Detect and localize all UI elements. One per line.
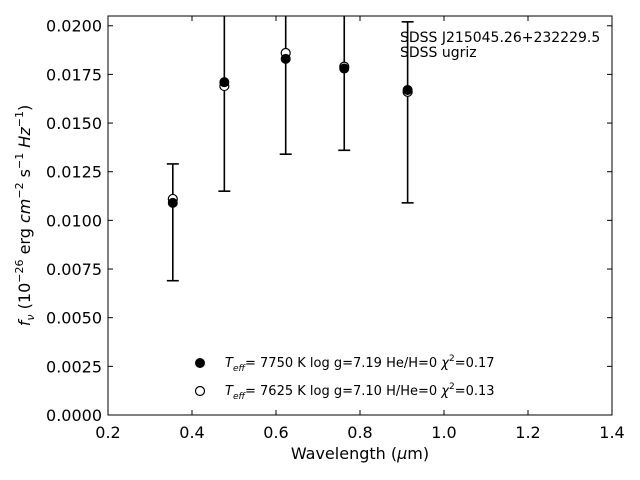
y-label-s: s bbox=[15, 169, 34, 182]
data-points bbox=[167, 47, 413, 208]
y-tick-label: 0.0200 bbox=[46, 17, 102, 36]
y-label-cm: cm bbox=[15, 199, 34, 223]
y-tick-label: 0.0000 bbox=[46, 406, 102, 425]
x-tick-label: 0.8 bbox=[347, 423, 372, 442]
model-filled-point bbox=[219, 77, 230, 88]
y-tick-label: 0.0100 bbox=[46, 211, 102, 230]
x-axis-label-prefix: Wavelength ( bbox=[291, 444, 397, 463]
y-label-exp1: −26 bbox=[13, 260, 26, 283]
legend-marker-filled bbox=[195, 358, 205, 368]
legend-entry-0: Teff= 7750 K log g=7.19 He/H=0 χ2=0.17 bbox=[225, 354, 495, 374]
legend-0-t: T bbox=[225, 356, 234, 371]
legend-0-chi: χ bbox=[440, 356, 450, 371]
y-label-exp4: −1 bbox=[13, 111, 26, 127]
annotation-photometry: SDSS ugriz bbox=[400, 45, 477, 61]
model-filled-point bbox=[339, 63, 350, 74]
y-label-open: (10 bbox=[15, 283, 34, 315]
legend-0-fit: =0.17 bbox=[455, 356, 495, 371]
x-axis-label: Wavelength (μm) bbox=[291, 444, 429, 463]
model-filled-point bbox=[402, 84, 413, 95]
x-axis-label-mu: μ bbox=[396, 444, 407, 463]
legend-1-sq: 2 bbox=[449, 382, 455, 392]
y-label-close: ) bbox=[15, 105, 34, 111]
model-filled-point bbox=[167, 197, 178, 208]
axis-ticks: 0.2 0.4 0.6 0.8 1.0 1.2 1.4 0.0000 0.0025 0.0050 0… bbox=[46, 16, 625, 442]
y-tick-label: 0.0125 bbox=[46, 163, 102, 182]
legend-0-eff: eff bbox=[233, 364, 247, 374]
legend-1-t: T bbox=[225, 384, 234, 399]
legend-1-fit: =0.13 bbox=[455, 384, 495, 399]
y-tick-label: 0.0050 bbox=[46, 309, 102, 328]
y-label-exp2: −2 bbox=[13, 182, 26, 198]
legend-1-val: = 7625 K log g=7.10 H/He=0 bbox=[245, 384, 441, 399]
y-axis-label-group: fν (10−26 erg cm−2 s−1 Hz−1) bbox=[13, 105, 37, 326]
legend-0-sq: 2 bbox=[449, 354, 455, 364]
y-tick-label: 0.0175 bbox=[46, 65, 102, 84]
y-label-exp3: −1 bbox=[13, 153, 26, 169]
legend-marker-open bbox=[194, 385, 206, 397]
y-label-erg: erg bbox=[15, 223, 34, 259]
y-label-hz: Hz bbox=[15, 127, 34, 153]
x-axis-label-suffix: m) bbox=[407, 444, 429, 463]
model-filled-point bbox=[280, 53, 291, 64]
y-label-nu: ν bbox=[24, 314, 37, 320]
legend: Teff= 7750 K log g=7.19 He/H=0 χ2=0.17 T… bbox=[194, 354, 495, 402]
y-tick-label: 0.0150 bbox=[46, 114, 102, 133]
y-label-f: f bbox=[15, 318, 34, 326]
legend-entry-1: Teff= 7625 K log g=7.10 H/He=0 χ2=0.13 bbox=[225, 382, 495, 402]
y-tick-label: 0.0075 bbox=[46, 260, 102, 279]
annotation-object-name: SDSS J215045.26+232229.5 bbox=[400, 30, 600, 46]
x-tick-label: 0.4 bbox=[179, 423, 204, 442]
error-bars bbox=[166, 16, 414, 282]
x-tick-label: 0.6 bbox=[263, 423, 288, 442]
x-tick-label: 1.4 bbox=[599, 423, 624, 442]
y-tick-label: 0.0025 bbox=[46, 357, 102, 376]
legend-1-eff: eff bbox=[233, 392, 247, 402]
x-tick-label: 1.2 bbox=[515, 423, 540, 442]
legend-1-chi: χ bbox=[440, 384, 450, 399]
x-tick-label: 0.2 bbox=[95, 423, 120, 442]
legend-0-val: = 7750 K log g=7.19 He/H=0 bbox=[245, 356, 441, 371]
x-tick-label: 1.0 bbox=[431, 423, 456, 442]
y-axis-label: fν (10−26 erg cm−2 s−1 Hz−1) bbox=[13, 105, 37, 326]
